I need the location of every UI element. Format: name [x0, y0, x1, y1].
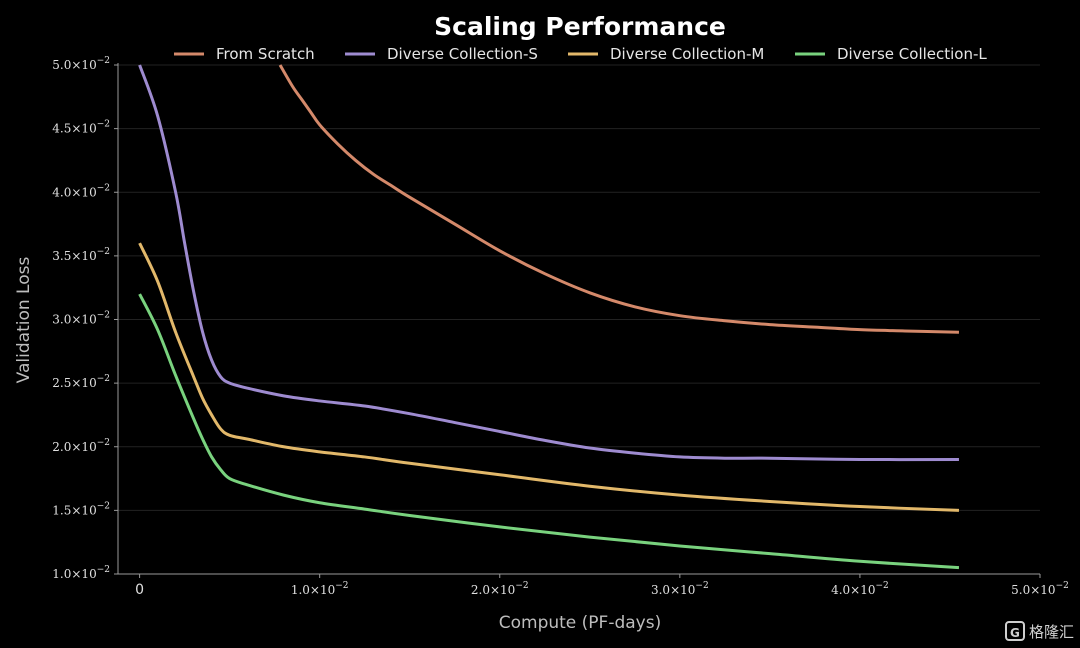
y-tick-label: 1.5×10−2	[52, 501, 110, 517]
y-tick-label: 2.5×10−2	[52, 374, 110, 390]
watermark-text: 格隆汇	[1029, 623, 1074, 641]
x-tick-label: 4.0×10−2	[831, 581, 889, 597]
x-axis-ticks: 0 1.0×10−2 2.0×10−2 3.0×10−2 4.0×10−2 5.0×10−…	[135, 574, 1069, 598]
series-line-2	[138, 64, 959, 462]
legend-label: Diverse Collection-S	[387, 45, 538, 63]
series-lines	[138, 64, 960, 570]
x-axis-label: Compute (PF-days)	[499, 613, 661, 633]
x-tick-label: 0	[135, 582, 144, 598]
y-axis-ticks: 1.0×10−2 1.5×10−2 2.0×10−2 2.5×10−2 3.0×10−2…	[52, 56, 118, 581]
y-tick-label: 4.0×10−2	[52, 183, 110, 199]
legend-label: Diverse Collection-L	[837, 45, 987, 63]
series-line-4	[138, 293, 960, 570]
x-tick-label: 5.0×10−2	[1011, 581, 1069, 597]
watermark-logo-icon	[1005, 621, 1025, 641]
legend-label: From Scratch	[216, 45, 315, 63]
y-tick-label: 4.5×10−2	[52, 120, 110, 136]
y-tick-label: 3.5×10−2	[52, 247, 110, 263]
x-tick-label: 3.0×10−2	[651, 581, 709, 597]
y-tick-label: 2.0×10−2	[52, 438, 110, 454]
y-tick-label: 1.0×10−2	[52, 565, 110, 581]
x-tick-label: 1.0×10−2	[291, 581, 349, 597]
x-tick-label: 2.0×10−2	[471, 581, 529, 597]
watermark: G 格隆汇	[1005, 621, 1074, 641]
y-tick-label: 5.0×10−2	[52, 56, 110, 72]
series-line-1	[278, 64, 959, 334]
legend-label: Diverse Collection-M	[610, 45, 764, 63]
watermark-logo-glyph: G	[1010, 626, 1020, 640]
y-axis-label: Validation Loss	[14, 257, 34, 384]
axes	[117, 63, 1040, 575]
chart-title: Scaling Performance	[434, 12, 726, 41]
legend: From Scratch Diverse Collection-S Diverse …	[174, 45, 987, 63]
y-tick-label: 3.0×10−2	[52, 311, 110, 327]
series-line-3	[138, 242, 960, 512]
